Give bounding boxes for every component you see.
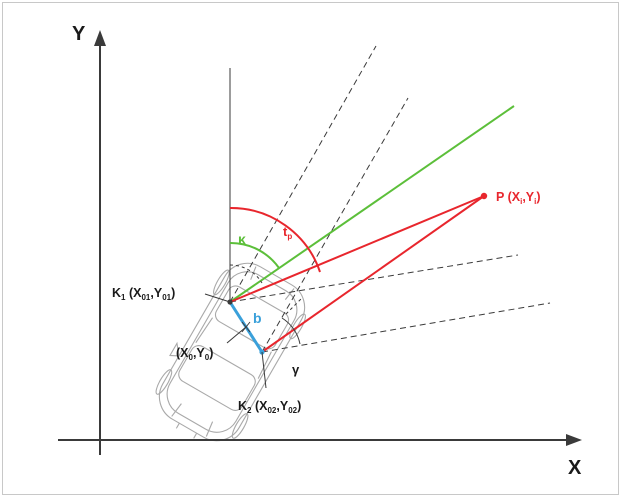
baseline-label: b (253, 310, 262, 326)
k2-leader-line (261, 351, 267, 389)
vehicle-outline (155, 262, 306, 442)
tp-arc (229, 206, 321, 273)
kappa-label: κ (238, 231, 246, 247)
k1-leader-line (204, 293, 231, 303)
k2-fov-right-line (261, 302, 551, 353)
k1-label: K1 (X01,Y01) (112, 286, 175, 302)
ray-k2-to-p (261, 195, 485, 353)
y-axis-label: Y (72, 23, 86, 45)
k2-fov-left-line (261, 97, 409, 353)
camera-axis-line (229, 105, 515, 303)
ray-k1-to-p (229, 195, 485, 303)
y-axis-arrow-icon (94, 30, 106, 46)
fov-arc-inner (229, 264, 263, 284)
p-label: P (Xi,Yi) (496, 190, 541, 206)
p-point (480, 192, 488, 200)
x-axis-label: X (568, 457, 582, 479)
gamma-label: γ (292, 362, 300, 377)
fov-arc-k2 (285, 297, 303, 315)
gamma-arc (281, 317, 301, 345)
x-axis-arrow-icon (566, 434, 582, 446)
k1-fov-left-line (229, 45, 377, 303)
center-label: (X0,Y0) (176, 346, 213, 362)
k2-label: K2 (X02,Y02) (238, 399, 301, 415)
diagram-border (2, 2, 619, 495)
k1-fov-right-line (229, 254, 519, 303)
kappa-arc (229, 241, 280, 269)
tp-label: tp (283, 224, 292, 241)
center-leader-line (226, 326, 247, 344)
